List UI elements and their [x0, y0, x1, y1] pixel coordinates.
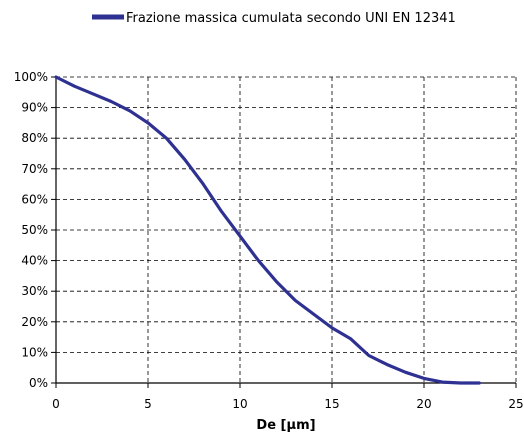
y-tick-label: 60%	[21, 192, 48, 206]
x-tick-label: 5	[144, 397, 152, 411]
y-tick-label: 40%	[21, 254, 48, 268]
grid	[56, 76, 517, 383]
y-tick-label: 50%	[21, 223, 48, 237]
y-tick-label: 80%	[21, 131, 48, 145]
y-tick-labels: 0% 10% 20% 30% 40% 50% 60% 70% 80% 90% 100%	[14, 70, 48, 390]
legend: Frazione massica cumulata secondo UNI EN…	[92, 11, 456, 26]
y-tick-label: 90%	[21, 101, 48, 115]
x-tick-label: 10	[232, 397, 247, 411]
x-tick-label: 20	[416, 397, 431, 411]
y-tick-label: 70%	[21, 162, 48, 176]
y-tick-label: 0%	[29, 376, 48, 390]
y-tick-label: 100%	[14, 70, 48, 84]
y-tick-label: 20%	[21, 315, 48, 329]
series-layer	[54, 75, 481, 385]
axes	[51, 76, 517, 388]
x-tick-label: 25	[508, 397, 523, 411]
x-tick-label: 15	[324, 397, 339, 411]
series-line	[54, 75, 481, 385]
x-tick-label: 0	[52, 397, 60, 411]
x-tick-labels: 0 5 10 15 20 25	[52, 397, 523, 411]
x-axis-label: De [µm]	[256, 418, 315, 433]
y-tick-label: 10%	[21, 345, 48, 359]
y-tick-label: 30%	[21, 284, 48, 298]
legend-label: Frazione massica cumulata secondo UNI EN…	[126, 11, 456, 26]
